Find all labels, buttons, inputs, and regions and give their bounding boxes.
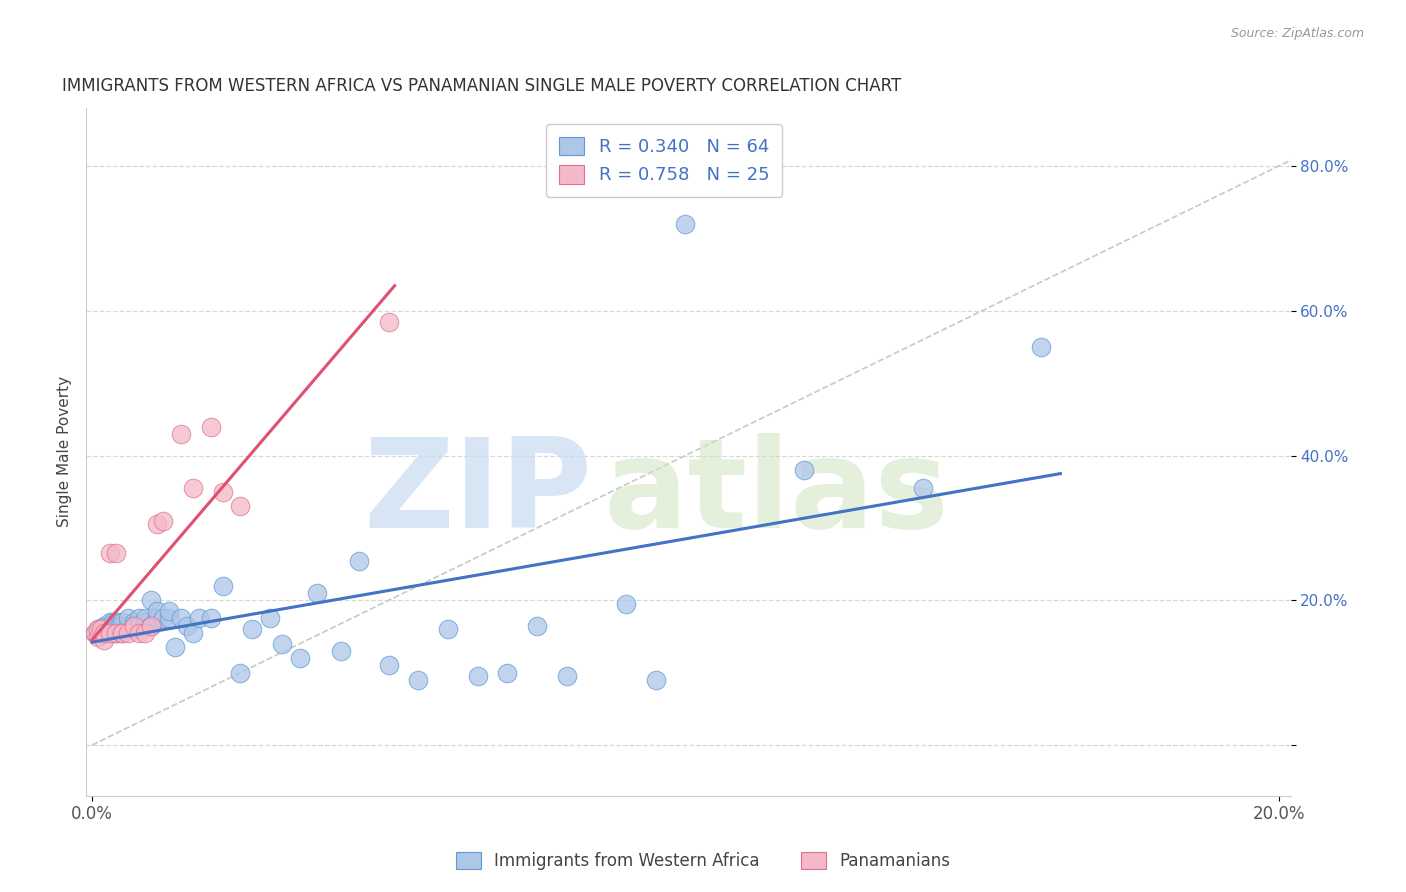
Point <box>526 618 548 632</box>
Point <box>104 626 127 640</box>
Point <box>87 626 110 640</box>
Point <box>93 633 115 648</box>
Point <box>146 611 169 625</box>
Point <box>187 611 209 625</box>
Point <box>84 626 107 640</box>
Point <box>467 669 489 683</box>
Point <box>165 640 187 655</box>
Point <box>98 615 121 629</box>
Point <box>98 622 121 636</box>
Point <box>104 618 127 632</box>
Y-axis label: Single Male Poverty: Single Male Poverty <box>58 376 72 527</box>
Point <box>93 618 115 632</box>
Point <box>93 622 115 636</box>
Point <box>330 644 353 658</box>
Point <box>87 622 110 636</box>
Point <box>128 618 150 632</box>
Point <box>107 618 129 632</box>
Point <box>98 626 121 640</box>
Point <box>170 611 193 625</box>
Point <box>307 586 329 600</box>
Point <box>157 611 180 625</box>
Point <box>211 484 233 499</box>
Point <box>141 593 163 607</box>
Point <box>104 615 127 629</box>
Point <box>90 622 112 636</box>
Point <box>111 626 134 640</box>
Point <box>117 618 139 632</box>
Point <box>90 622 112 636</box>
Legend: Immigrants from Western Africa, Panamanians: Immigrants from Western Africa, Panamani… <box>449 845 957 877</box>
Point <box>211 579 233 593</box>
Point <box>181 626 204 640</box>
Point <box>117 626 139 640</box>
Point <box>181 481 204 495</box>
Point <box>1031 340 1053 354</box>
Point <box>229 665 252 680</box>
Text: IMMIGRANTS FROM WESTERN AFRICA VS PANAMANIAN SINGLE MALE POVERTY CORRELATION CHA: IMMIGRANTS FROM WESTERN AFRICA VS PANAMA… <box>62 78 901 95</box>
Point <box>84 626 107 640</box>
Point <box>111 618 134 632</box>
Point <box>141 618 163 632</box>
Point <box>157 604 180 618</box>
Point <box>911 481 934 495</box>
Point <box>200 419 222 434</box>
Point <box>87 622 110 636</box>
Point <box>614 597 637 611</box>
Text: Source: ZipAtlas.com: Source: ZipAtlas.com <box>1230 27 1364 40</box>
Point <box>98 618 121 632</box>
Point <box>170 426 193 441</box>
Legend: R = 0.340   N = 64, R = 0.758   N = 25: R = 0.340 N = 64, R = 0.758 N = 25 <box>547 124 782 197</box>
Point <box>152 611 174 625</box>
Point <box>93 626 115 640</box>
Point <box>673 217 696 231</box>
Point <box>122 622 145 636</box>
Point <box>270 637 292 651</box>
Point <box>496 665 519 680</box>
Point <box>117 611 139 625</box>
Point <box>134 615 156 629</box>
Point <box>104 546 127 560</box>
Point <box>134 611 156 625</box>
Point <box>122 618 145 632</box>
Point <box>152 514 174 528</box>
Point <box>146 604 169 618</box>
Point <box>377 315 399 329</box>
Point <box>555 669 578 683</box>
Point <box>111 622 134 636</box>
Point <box>347 553 370 567</box>
Point <box>229 500 252 514</box>
Point <box>104 626 127 640</box>
Point <box>200 611 222 625</box>
Point <box>98 626 121 640</box>
Point <box>240 622 263 636</box>
Point <box>111 615 134 629</box>
Point <box>146 517 169 532</box>
Point <box>141 618 163 632</box>
Point <box>128 626 150 640</box>
Point <box>96 618 118 632</box>
Point <box>377 658 399 673</box>
Point <box>111 626 134 640</box>
Point <box>101 615 124 629</box>
Point <box>793 463 815 477</box>
Point <box>93 626 115 640</box>
Point <box>98 546 121 560</box>
Point <box>644 673 666 687</box>
Point <box>176 618 198 632</box>
Point <box>408 673 430 687</box>
Text: ZIP: ZIP <box>363 433 592 554</box>
Point <box>87 630 110 644</box>
Point <box>259 611 281 625</box>
Point <box>288 651 311 665</box>
Point <box>437 622 460 636</box>
Text: atlas: atlas <box>605 433 950 554</box>
Point <box>122 615 145 629</box>
Point <box>134 626 156 640</box>
Point <box>128 611 150 625</box>
Point <box>122 618 145 632</box>
